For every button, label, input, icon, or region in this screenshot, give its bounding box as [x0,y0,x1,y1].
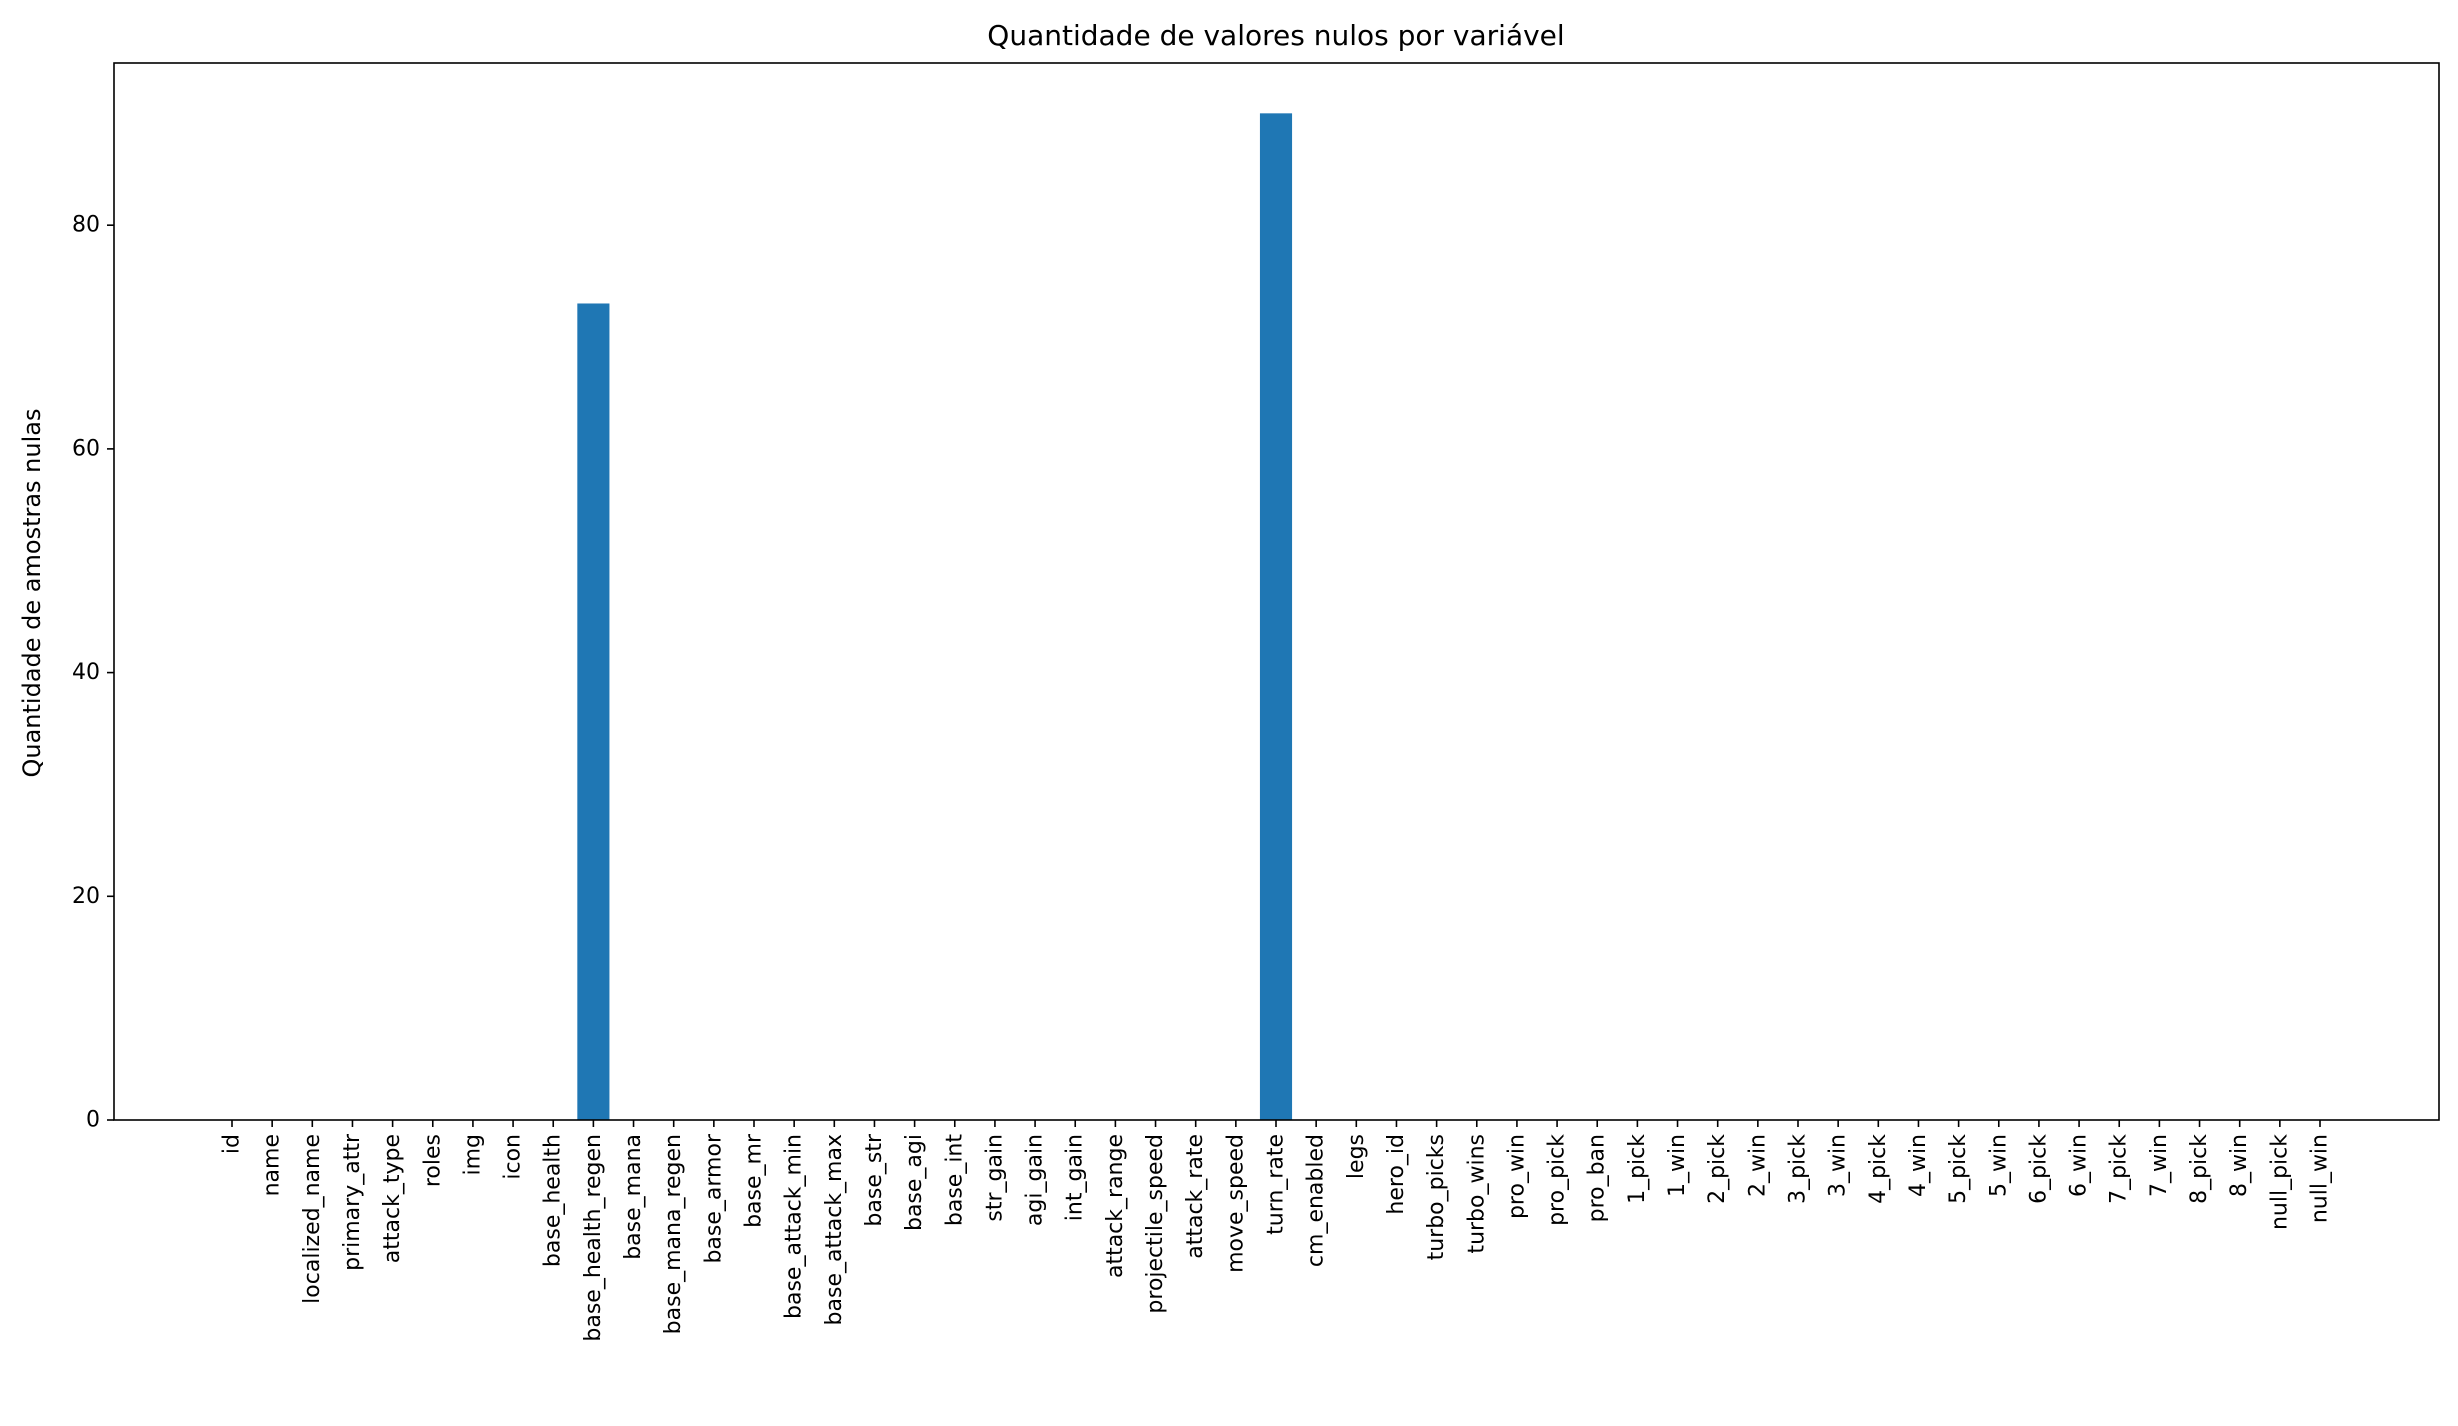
x-tick-label: 1_pick [1625,1134,1650,1204]
x-tick-label: base_attack_max [822,1134,847,1325]
x-tick-label: null_win [2308,1134,2333,1223]
y-tick-label: 60 [72,436,100,461]
x-tick-label: localized_name [300,1134,325,1304]
x-tick-label: 2_pick [1705,1134,1730,1204]
x-tick-label: base_agi [902,1134,927,1231]
x-tick-label: base_health [541,1134,566,1267]
x-tick-label: 8_pick [2187,1134,2212,1204]
x-tick-label: base_str [862,1133,887,1227]
x-tick-label: pro_pick [1545,1134,1570,1226]
x-tick-label: legs [1344,1134,1369,1179]
x-tick-label: 4_pick [1866,1134,1891,1204]
y-axis-label: Quantidade de amostras nulas [18,409,46,778]
x-tick-label: name [260,1134,285,1196]
x-tick-label: attack_type [380,1134,405,1263]
x-tick-label: 5_win [1986,1134,2011,1197]
x-tick-label: 6_pick [2026,1134,2051,1204]
x-tick-label: str_gain [982,1134,1007,1222]
x-tick-label: base_attack_min [782,1134,807,1319]
x-tick-label: 2_win [1745,1134,1770,1197]
x-tick-label: roles [420,1134,445,1187]
x-tick-label: pro_ban [1585,1134,1610,1222]
bar-turn_rate [1259,113,1293,1121]
x-tick-label: null_pick [2267,1134,2292,1230]
y-axis-ticks: 0 20 40 60 80 [72,213,114,1133]
x-tick-label: base_int [942,1134,967,1226]
x-tick-label: base_mana [621,1134,646,1260]
x-tick-label: turn_rate [1264,1134,1289,1235]
x-tick-label: 7_win [2147,1134,2172,1197]
x-tick-label: 3_pick [1786,1134,1811,1204]
bars-group [577,113,1293,1121]
x-tick-label: 6_win [2067,1134,2092,1197]
chart-title: Quantidade de valores nulos por variável [987,19,1564,52]
x-tick-label: pro_win [1504,1134,1529,1219]
x-tick-label: hero_id [1384,1134,1409,1215]
x-tick-label: primary_attr [340,1133,365,1271]
x-tick-label: 7_pick [2107,1134,2132,1204]
x-tick-label: base_mr [742,1133,767,1228]
y-tick-label: 20 [72,884,100,909]
x-tick-label: 4_win [1906,1134,1931,1197]
x-tick-label: 5_pick [1946,1134,1971,1204]
x-tick-label: attack_range [1103,1134,1128,1278]
x-tick-label: attack_rate [1183,1134,1208,1259]
x-tick-label: base_mana_regen [661,1134,686,1334]
x-tick-label: icon [501,1134,526,1180]
y-tick-label: 0 [86,1108,100,1133]
x-tick-label: move_speed [1223,1134,1248,1273]
x-tick-label: int_gain [1063,1134,1088,1221]
x-tick-label: cm_enabled [1304,1134,1329,1267]
x-tick-label: 8_win [2227,1134,2252,1197]
plot-frame [113,62,2440,1121]
x-tick-label: 3_win [1826,1134,1851,1197]
x-tick-label: 1_win [1665,1134,1690,1197]
y-tick-label: 80 [72,213,100,238]
x-tick-label: id [220,1134,245,1154]
x-tick-label: img [460,1134,485,1176]
x-tick-label: projectile_speed [1143,1134,1168,1314]
bar-base_health_regen [577,303,610,1121]
y-tick-label: 40 [72,660,100,685]
x-tick-label: turbo_picks [1424,1134,1449,1260]
x-tick-label: base_health_regen [581,1134,606,1342]
x-axis-ticks: id name localized_name primary_attr attack_t… [220,1120,2333,1342]
x-tick-label: turbo_wins [1464,1134,1489,1254]
x-tick-label: base_armor [701,1133,726,1263]
x-tick-label: agi_gain [1023,1134,1048,1226]
